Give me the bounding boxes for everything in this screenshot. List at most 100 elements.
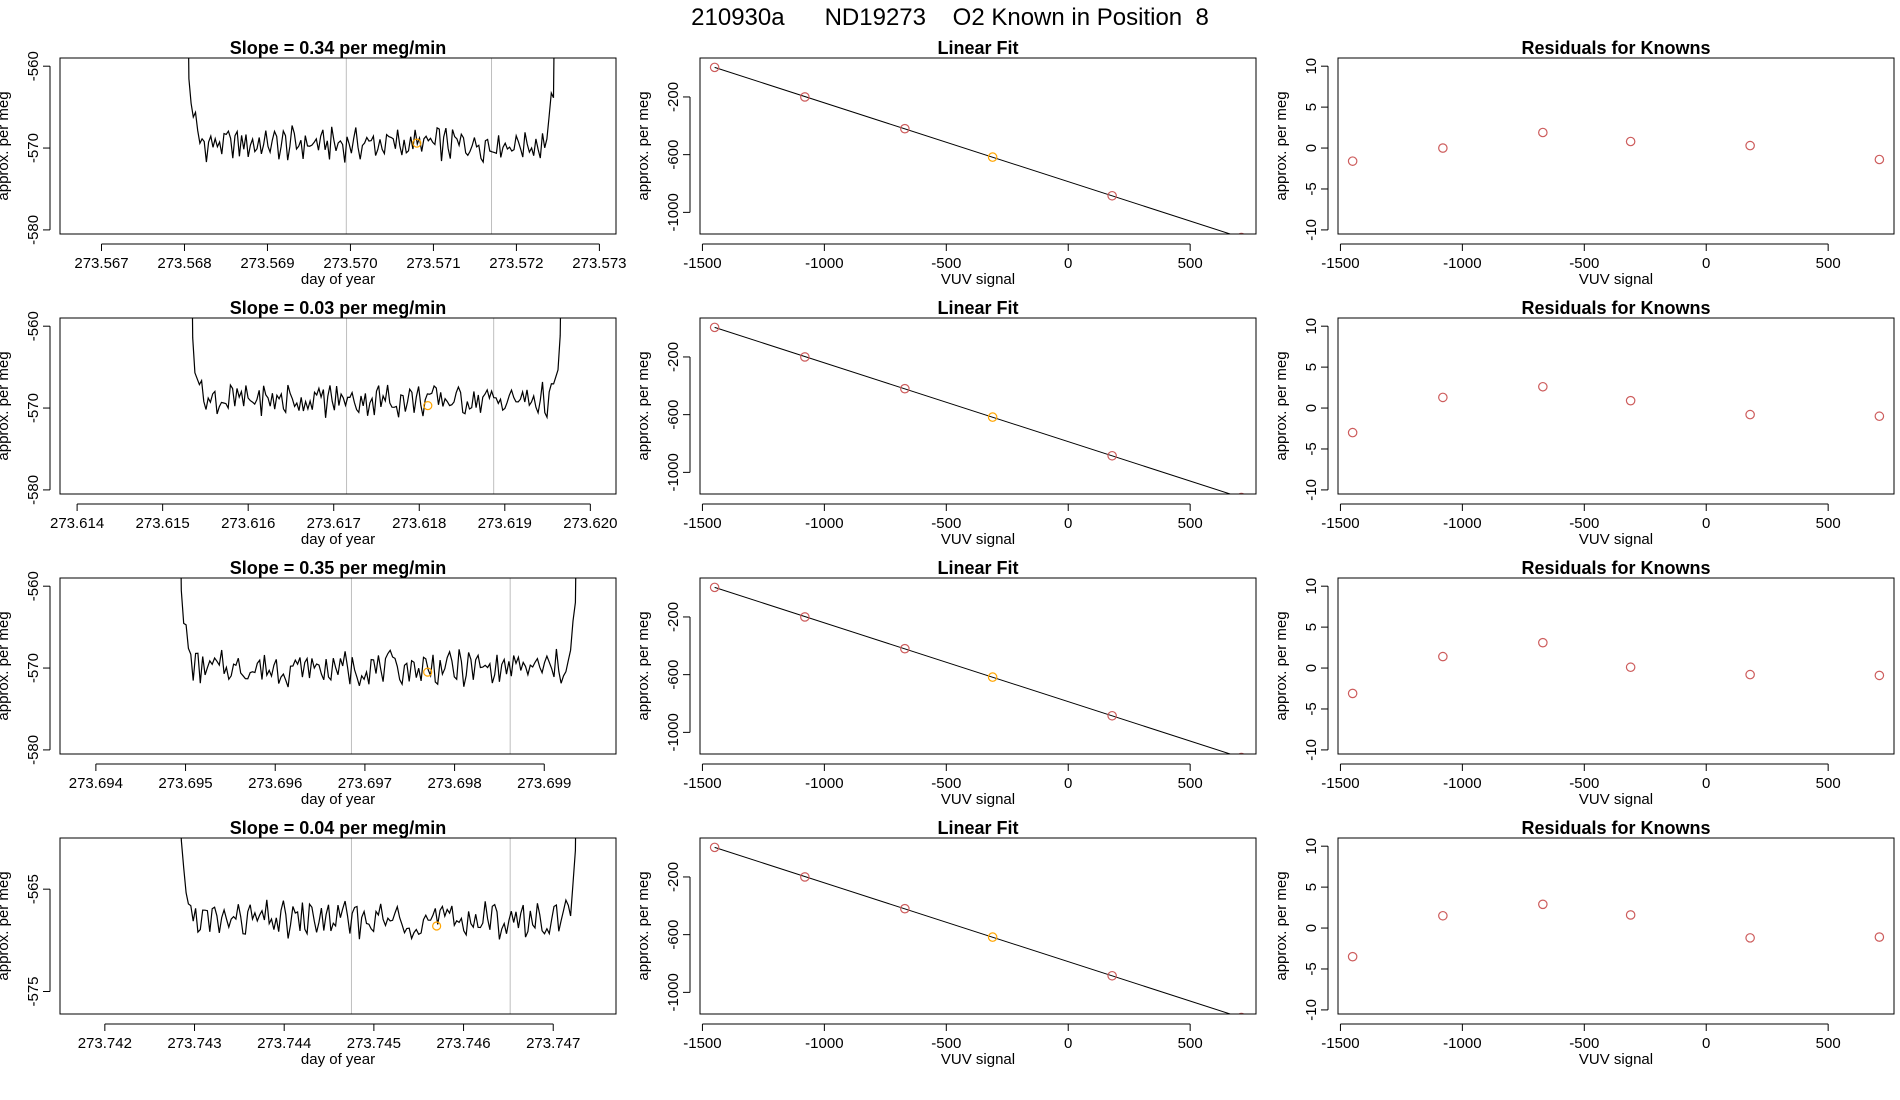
x-tick-label: 500 bbox=[1816, 1035, 1841, 1052]
plot-frame bbox=[1337, 577, 1895, 755]
y-tick-label: -200 bbox=[665, 342, 682, 372]
highlight-point bbox=[987, 672, 998, 682]
y-tick-label: 10 bbox=[1303, 58, 1320, 75]
x-tick-label: 500 bbox=[1178, 515, 1203, 532]
plot-area bbox=[709, 322, 1245, 494]
panel-4-2: Linear Fit -1500 -1000 -500 0 500 VUV signal -1… bbox=[635, 818, 1257, 1068]
x-tick-label: -1500 bbox=[1321, 515, 1359, 532]
x-tick-label: 500 bbox=[1178, 1035, 1203, 1052]
x-tick-label: 500 bbox=[1816, 515, 1841, 532]
highlight-point bbox=[987, 412, 998, 422]
fit-line bbox=[714, 66, 1232, 234]
y-axis-label: approx. per meg bbox=[635, 611, 652, 720]
chart-title: Residuals for Knowns bbox=[1521, 818, 1710, 838]
data-point bbox=[1347, 156, 1358, 166]
chart-title: Slope = 0.34 per meg/min bbox=[230, 38, 447, 58]
plot-frame bbox=[699, 317, 1257, 495]
panel-1-1: Slope = 0.34 per meg/min 273.567 273.568 27… bbox=[0, 38, 627, 288]
plot-frame bbox=[1337, 317, 1895, 495]
y-tick-label: -5 bbox=[1303, 182, 1320, 195]
x-tick-label: -1000 bbox=[805, 775, 843, 792]
x-tick-label: -1000 bbox=[1443, 255, 1481, 272]
data-point bbox=[709, 62, 720, 73]
y-axis-label: approx. per meg bbox=[635, 351, 652, 460]
x-tick-label: -1500 bbox=[683, 255, 721, 272]
x-tick-label: -1500 bbox=[683, 515, 721, 532]
chart-title: Residuals for Knowns bbox=[1521, 298, 1710, 318]
x-axis-label: VUV signal bbox=[941, 531, 1015, 548]
x-tick-label: 273.694 bbox=[69, 775, 123, 792]
data-point bbox=[1538, 637, 1548, 648]
x-tick-label: 500 bbox=[1178, 775, 1203, 792]
data-point bbox=[1438, 143, 1448, 153]
fit-line bbox=[714, 326, 1232, 494]
plot-area bbox=[191, 318, 562, 494]
x-tick-label: 0 bbox=[1064, 775, 1072, 792]
chart-title: Linear Fit bbox=[937, 298, 1018, 318]
data-point bbox=[1874, 411, 1885, 422]
y-axis-label: approx. per meg bbox=[635, 871, 652, 980]
y-tick-label: -570 bbox=[25, 393, 42, 423]
x-tick-label: -1000 bbox=[805, 515, 843, 532]
y-tick-label: -1000 bbox=[665, 453, 682, 491]
data-point bbox=[1347, 951, 1358, 962]
panel-3-2: Linear Fit -1500 -1000 -500 0 500 VUV signal -1… bbox=[635, 558, 1257, 808]
data-point bbox=[1538, 899, 1548, 910]
plot-frame bbox=[1337, 57, 1895, 235]
x-tick-label: 273.620 bbox=[563, 515, 617, 532]
panel-4-3: Residuals for Knowns -1500 -1000 -500 0 500 VU… bbox=[1273, 818, 1895, 1068]
y-tick-label: -600 bbox=[665, 660, 682, 690]
highlight-point bbox=[423, 400, 433, 411]
x-tick-label: 273.571 bbox=[406, 255, 460, 272]
x-tick-label: 273.743 bbox=[167, 1035, 221, 1052]
x-axis-label: day of year bbox=[301, 1051, 375, 1068]
highlight-point bbox=[987, 152, 998, 162]
x-tick-label: -1000 bbox=[805, 255, 843, 272]
x-tick-label: 273.747 bbox=[526, 1035, 580, 1052]
x-tick-label: 273.695 bbox=[158, 775, 212, 792]
data-trace bbox=[191, 318, 562, 420]
plot-area bbox=[1347, 899, 1885, 962]
x-tick-label: 273.745 bbox=[347, 1035, 401, 1052]
y-tick-label: 0 bbox=[1303, 924, 1320, 932]
fit-line bbox=[714, 846, 1232, 1014]
chart-title: Slope = 0.35 per meg/min bbox=[230, 558, 447, 578]
x-tick-label: 273.696 bbox=[248, 775, 302, 792]
chart-title: Linear Fit bbox=[937, 558, 1018, 578]
x-tick-label: 500 bbox=[1816, 775, 1841, 792]
data-point bbox=[1745, 409, 1755, 420]
chart-title: Residuals for Knowns bbox=[1521, 558, 1710, 578]
plot-area bbox=[1347, 381, 1885, 438]
data-point bbox=[1238, 1012, 1245, 1014]
data-point bbox=[900, 383, 910, 394]
y-tick-label: 5 bbox=[1303, 103, 1320, 111]
data-trace bbox=[188, 58, 555, 164]
x-tick-label: 0 bbox=[1702, 515, 1710, 532]
y-tick-label: 5 bbox=[1303, 883, 1320, 891]
chart-title: Slope = 0.04 per meg/min bbox=[230, 818, 447, 838]
y-tick-label: -200 bbox=[665, 82, 682, 112]
y-tick-label: 10 bbox=[1303, 318, 1320, 335]
x-tick-label: 0 bbox=[1702, 1035, 1710, 1052]
x-tick-label: 0 bbox=[1064, 255, 1072, 272]
x-tick-label: 273.614 bbox=[50, 515, 104, 532]
y-tick-label: 5 bbox=[1303, 623, 1320, 631]
y-axis-label: approx. per meg bbox=[635, 91, 652, 200]
data-point bbox=[1745, 669, 1755, 680]
y-tick-label: -5 bbox=[1303, 702, 1320, 715]
x-tick-label: 273.619 bbox=[478, 515, 532, 532]
y-tick-label: 0 bbox=[1303, 144, 1320, 152]
data-point bbox=[1625, 910, 1636, 920]
data-point bbox=[1347, 427, 1358, 438]
highlight-point bbox=[412, 138, 422, 148]
data-point bbox=[1745, 140, 1755, 151]
panel-2-2: Linear Fit -1500 -1000 -500 0 500 VUV signal -1… bbox=[635, 298, 1257, 548]
fit-line bbox=[714, 586, 1232, 754]
chart-title: Linear Fit bbox=[937, 818, 1018, 838]
x-tick-label: 273.567 bbox=[74, 255, 128, 272]
x-axis-label: VUV signal bbox=[941, 1051, 1015, 1068]
panel-3-3: Residuals for Knowns -1500 -1000 -500 0 500 VU… bbox=[1273, 558, 1895, 808]
data-point bbox=[900, 123, 910, 134]
x-tick-label: 0 bbox=[1702, 255, 1710, 272]
x-axis-label: day of year bbox=[301, 531, 375, 548]
